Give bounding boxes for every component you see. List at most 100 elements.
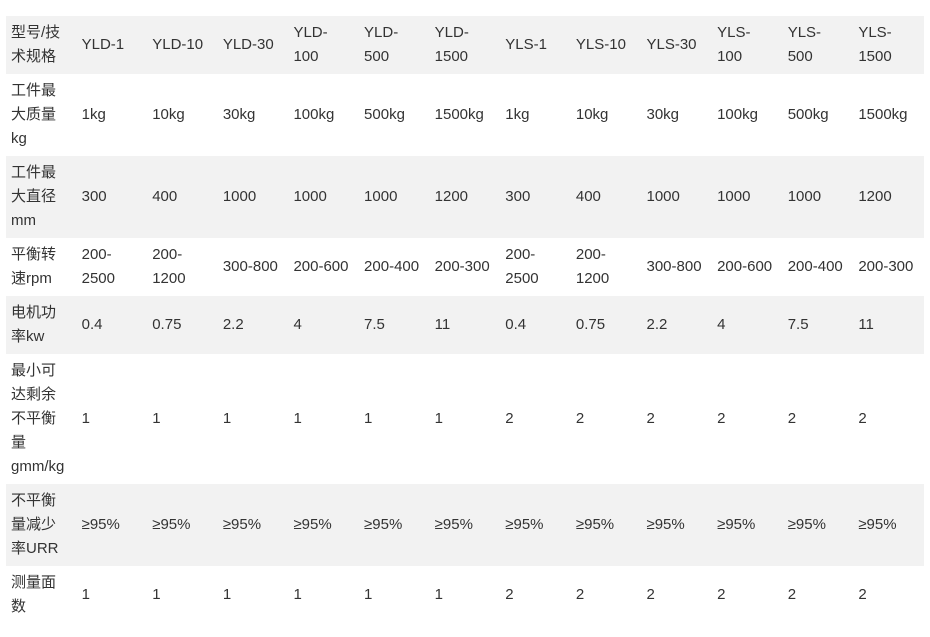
cell: 0.75 xyxy=(147,296,218,354)
header-row: 型号/技术规格 YLD-1 YLD-10 YLD-30 YLD-100 YLD-500 YL… xyxy=(6,16,924,74)
cell: 200-2500 xyxy=(81,246,115,287)
row-label: 不平衡量减少率URR xyxy=(6,484,77,566)
cell: 1 xyxy=(152,586,161,603)
cell: YLD-1500 xyxy=(429,16,501,74)
cell: ≥95% xyxy=(217,484,289,566)
cell: ≥95% xyxy=(147,484,218,566)
cell: 10kg xyxy=(152,106,185,123)
cell: ≥95% xyxy=(76,484,148,566)
row-label: 电机功率kw xyxy=(6,296,77,354)
cell: ≥95% xyxy=(853,484,924,566)
cell: 200-600 xyxy=(717,258,773,275)
cell: 1200 xyxy=(429,156,501,238)
cell: 0.75 xyxy=(570,296,642,354)
cell: ≥95% xyxy=(288,484,360,566)
cell: ≥95% xyxy=(570,484,642,566)
spec-table-wrap: 型号/技术规格 YLD-1 YLD-10 YLD-30 YLD-100 YLD-500 YL… xyxy=(6,16,924,624)
cell: 10kg xyxy=(575,106,609,123)
cell: 2 xyxy=(646,586,655,603)
cell: 2 xyxy=(858,410,867,427)
cell: 200-300 xyxy=(858,258,914,275)
row-label: 型号/技术规格 xyxy=(6,16,77,74)
cell: 2 xyxy=(787,410,797,427)
cell: 1 xyxy=(434,410,443,427)
cell: 200-2500 xyxy=(505,246,539,287)
cell: YLD-10 xyxy=(147,16,218,74)
cell: 7.5 xyxy=(359,296,430,354)
cell: 2 xyxy=(858,586,867,603)
cell: 100kg xyxy=(717,106,758,123)
cell: 200-600 xyxy=(293,258,349,275)
cell: 200-1200 xyxy=(575,246,610,287)
row-label: 工件最大直径mm xyxy=(6,156,77,238)
cell: ≥95% xyxy=(641,484,713,566)
cell: 1 xyxy=(222,586,232,603)
cell: 2 xyxy=(787,586,797,603)
table-row: 测量面数 1 1 1 1 1 1 2 2 2 2 2 2 xyxy=(6,566,924,624)
cell: 11 xyxy=(429,296,501,354)
cell: 2 xyxy=(717,586,726,603)
cell: 2 xyxy=(575,410,585,427)
row-label: 工件最大质量kg xyxy=(11,82,57,147)
cell: 1 xyxy=(434,586,443,603)
cell: 30kg xyxy=(222,106,256,123)
table-row: 平衡转速rpm 200-2500 200-1200 300-800 200-600 200… xyxy=(6,238,924,296)
cell: 1000 xyxy=(217,156,289,238)
cell: 300 xyxy=(76,156,148,238)
cell: 1 xyxy=(364,410,373,427)
cell: 2 xyxy=(717,410,726,427)
cell: 1500kg xyxy=(434,106,484,123)
cell: YLS-1 xyxy=(500,16,571,74)
cell: 2.2 xyxy=(217,296,289,354)
cell: 500kg xyxy=(364,106,405,123)
cell: 1 xyxy=(81,586,90,603)
cell: 200-400 xyxy=(787,258,843,275)
cell: 0.4 xyxy=(76,296,148,354)
cell: 1200 xyxy=(853,156,924,238)
cell: 1000 xyxy=(288,156,360,238)
cell: 1000 xyxy=(712,156,783,238)
cell: 1kg xyxy=(81,106,106,123)
cell: 1 xyxy=(222,410,232,427)
cell: 2 xyxy=(505,410,514,427)
cell: 1kg xyxy=(505,106,530,123)
cell: 2 xyxy=(505,586,514,603)
cell: 1 xyxy=(293,410,302,427)
cell: 1 xyxy=(293,586,302,603)
cell: 1 xyxy=(81,410,90,427)
table-row: 不平衡量减少率URR ≥95% ≥95% ≥95% ≥95% ≥95% ≥95% ≥95% ≥9… xyxy=(6,484,924,566)
cell: 300-800 xyxy=(222,258,278,275)
cell: 11 xyxy=(853,296,924,354)
table-row: 最小可达剩余不平衡量gmm/kg 1 1 1 1 1 1 2 2 2 2 2 2 xyxy=(6,354,924,484)
cell: ≥95% xyxy=(782,484,854,566)
cell: 2.2 xyxy=(641,296,713,354)
cell: YLS-10 xyxy=(570,16,642,74)
row-label: 平衡转速rpm xyxy=(11,246,57,287)
cell: 200-1200 xyxy=(152,246,186,287)
cell: YLS-30 xyxy=(641,16,713,74)
cell: YLS-500 xyxy=(782,16,854,74)
cell: YLS-100 xyxy=(712,16,783,74)
spec-table: 型号/技术规格 YLD-1 YLD-10 YLD-30 YLD-100 YLD-500 YL… xyxy=(6,16,924,624)
cell: 500kg xyxy=(787,106,829,123)
row-label: 测量面数 xyxy=(11,574,57,615)
cell: 0.4 xyxy=(500,296,571,354)
cell: 400 xyxy=(570,156,642,238)
cell: YLD-1 xyxy=(76,16,148,74)
table-row: 电机功率kw 0.4 0.75 2.2 4 7.5 11 0.4 0.75 2.2 4 7.5 11 xyxy=(6,296,924,354)
cell: 1000 xyxy=(359,156,430,238)
cell: YLD-100 xyxy=(288,16,360,74)
cell: 1000 xyxy=(782,156,854,238)
cell: 300 xyxy=(500,156,571,238)
cell: ≥95% xyxy=(429,484,501,566)
table-row: 工件最大直径mm 300 400 1000 1000 1000 1200 300 400 1000… xyxy=(6,156,924,238)
cell: 1 xyxy=(152,410,161,427)
cell: 300-800 xyxy=(646,258,702,275)
cell: YLD-500 xyxy=(359,16,430,74)
cell: 30kg xyxy=(646,106,680,123)
cell: 1 xyxy=(364,586,373,603)
table-row: 工件最大质量kg 1kg 10kg 30kg 100kg 500kg 1500kg 1kg 10… xyxy=(6,74,924,156)
cell: 200-300 xyxy=(434,258,490,275)
cell: 400 xyxy=(147,156,218,238)
cell: 2 xyxy=(646,410,655,427)
